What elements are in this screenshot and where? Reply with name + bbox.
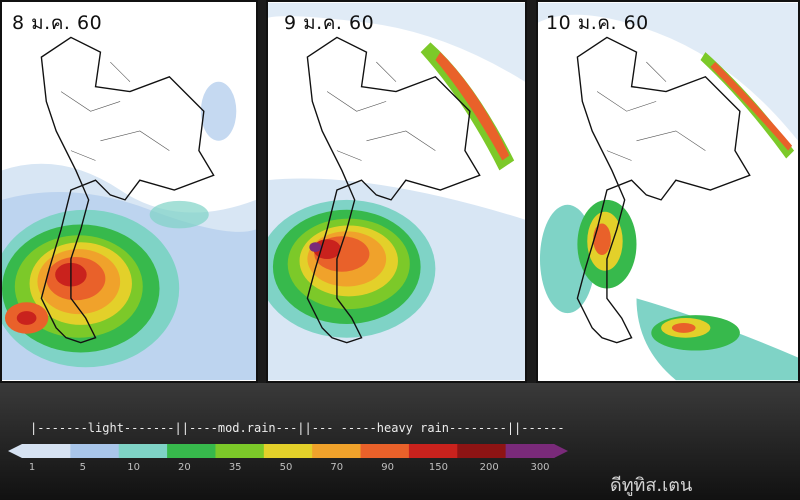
legend-tick-label: 50 — [279, 462, 293, 473]
legend-tick-label: 20 — [178, 462, 191, 473]
legend-swatch — [408, 444, 458, 458]
legend-tick-label: 150 — [428, 462, 448, 473]
legend-swatch — [263, 444, 313, 458]
panel-date: 8 ม.ค. 60 — [12, 12, 103, 34]
legend-swatch — [360, 444, 410, 458]
rain-map-2 — [268, 2, 525, 381]
legend-swatch — [70, 444, 120, 458]
rain-map-panel-3: 10 ม.ค. 60 — [536, 0, 800, 383]
panel-date: 9 ม.ค. 60 — [284, 12, 375, 34]
legend-swatch — [118, 444, 168, 458]
rain-map-3 — [538, 2, 798, 381]
watermark: ดีทูทิส.เตน — [610, 475, 693, 496]
rain-map-1 — [2, 2, 256, 381]
legend-swatch — [215, 444, 265, 458]
legend-swatch — [457, 444, 507, 458]
legend-tick-label: 200 — [479, 462, 499, 473]
legend-tick-label: 5 — [79, 462, 86, 473]
legend-swatch — [505, 444, 555, 458]
legend-left-cap — [8, 444, 22, 458]
legend-categories: |-------light-------||----mod.rain---||-… — [30, 421, 565, 435]
legend-swatch — [22, 444, 71, 458]
rain-map-panel-1: 8 ม.ค. 60 — [0, 0, 258, 383]
panel-date: 10 ม.ค. 60 — [546, 12, 649, 34]
legend-ticks: 1 5 10 20 35 50 70 90 150 200 300 — [0, 462, 600, 476]
legend-tick-label: 300 — [530, 462, 550, 473]
legend-color-bar — [8, 443, 568, 458]
legend-right-cap — [554, 444, 568, 458]
legend-swatch — [312, 444, 362, 458]
legend-area — [0, 383, 800, 500]
legend-tick-label: 90 — [381, 462, 394, 473]
legend-tick-label: 70 — [330, 462, 344, 473]
legend-swatch — [167, 444, 216, 458]
legend-tick-label: 35 — [228, 462, 242, 473]
rain-map-panel-2: 9 ม.ค. 60 — [266, 0, 527, 383]
legend-tick-label: 1 — [28, 462, 36, 473]
legend-tick-label: 10 — [127, 462, 140, 473]
